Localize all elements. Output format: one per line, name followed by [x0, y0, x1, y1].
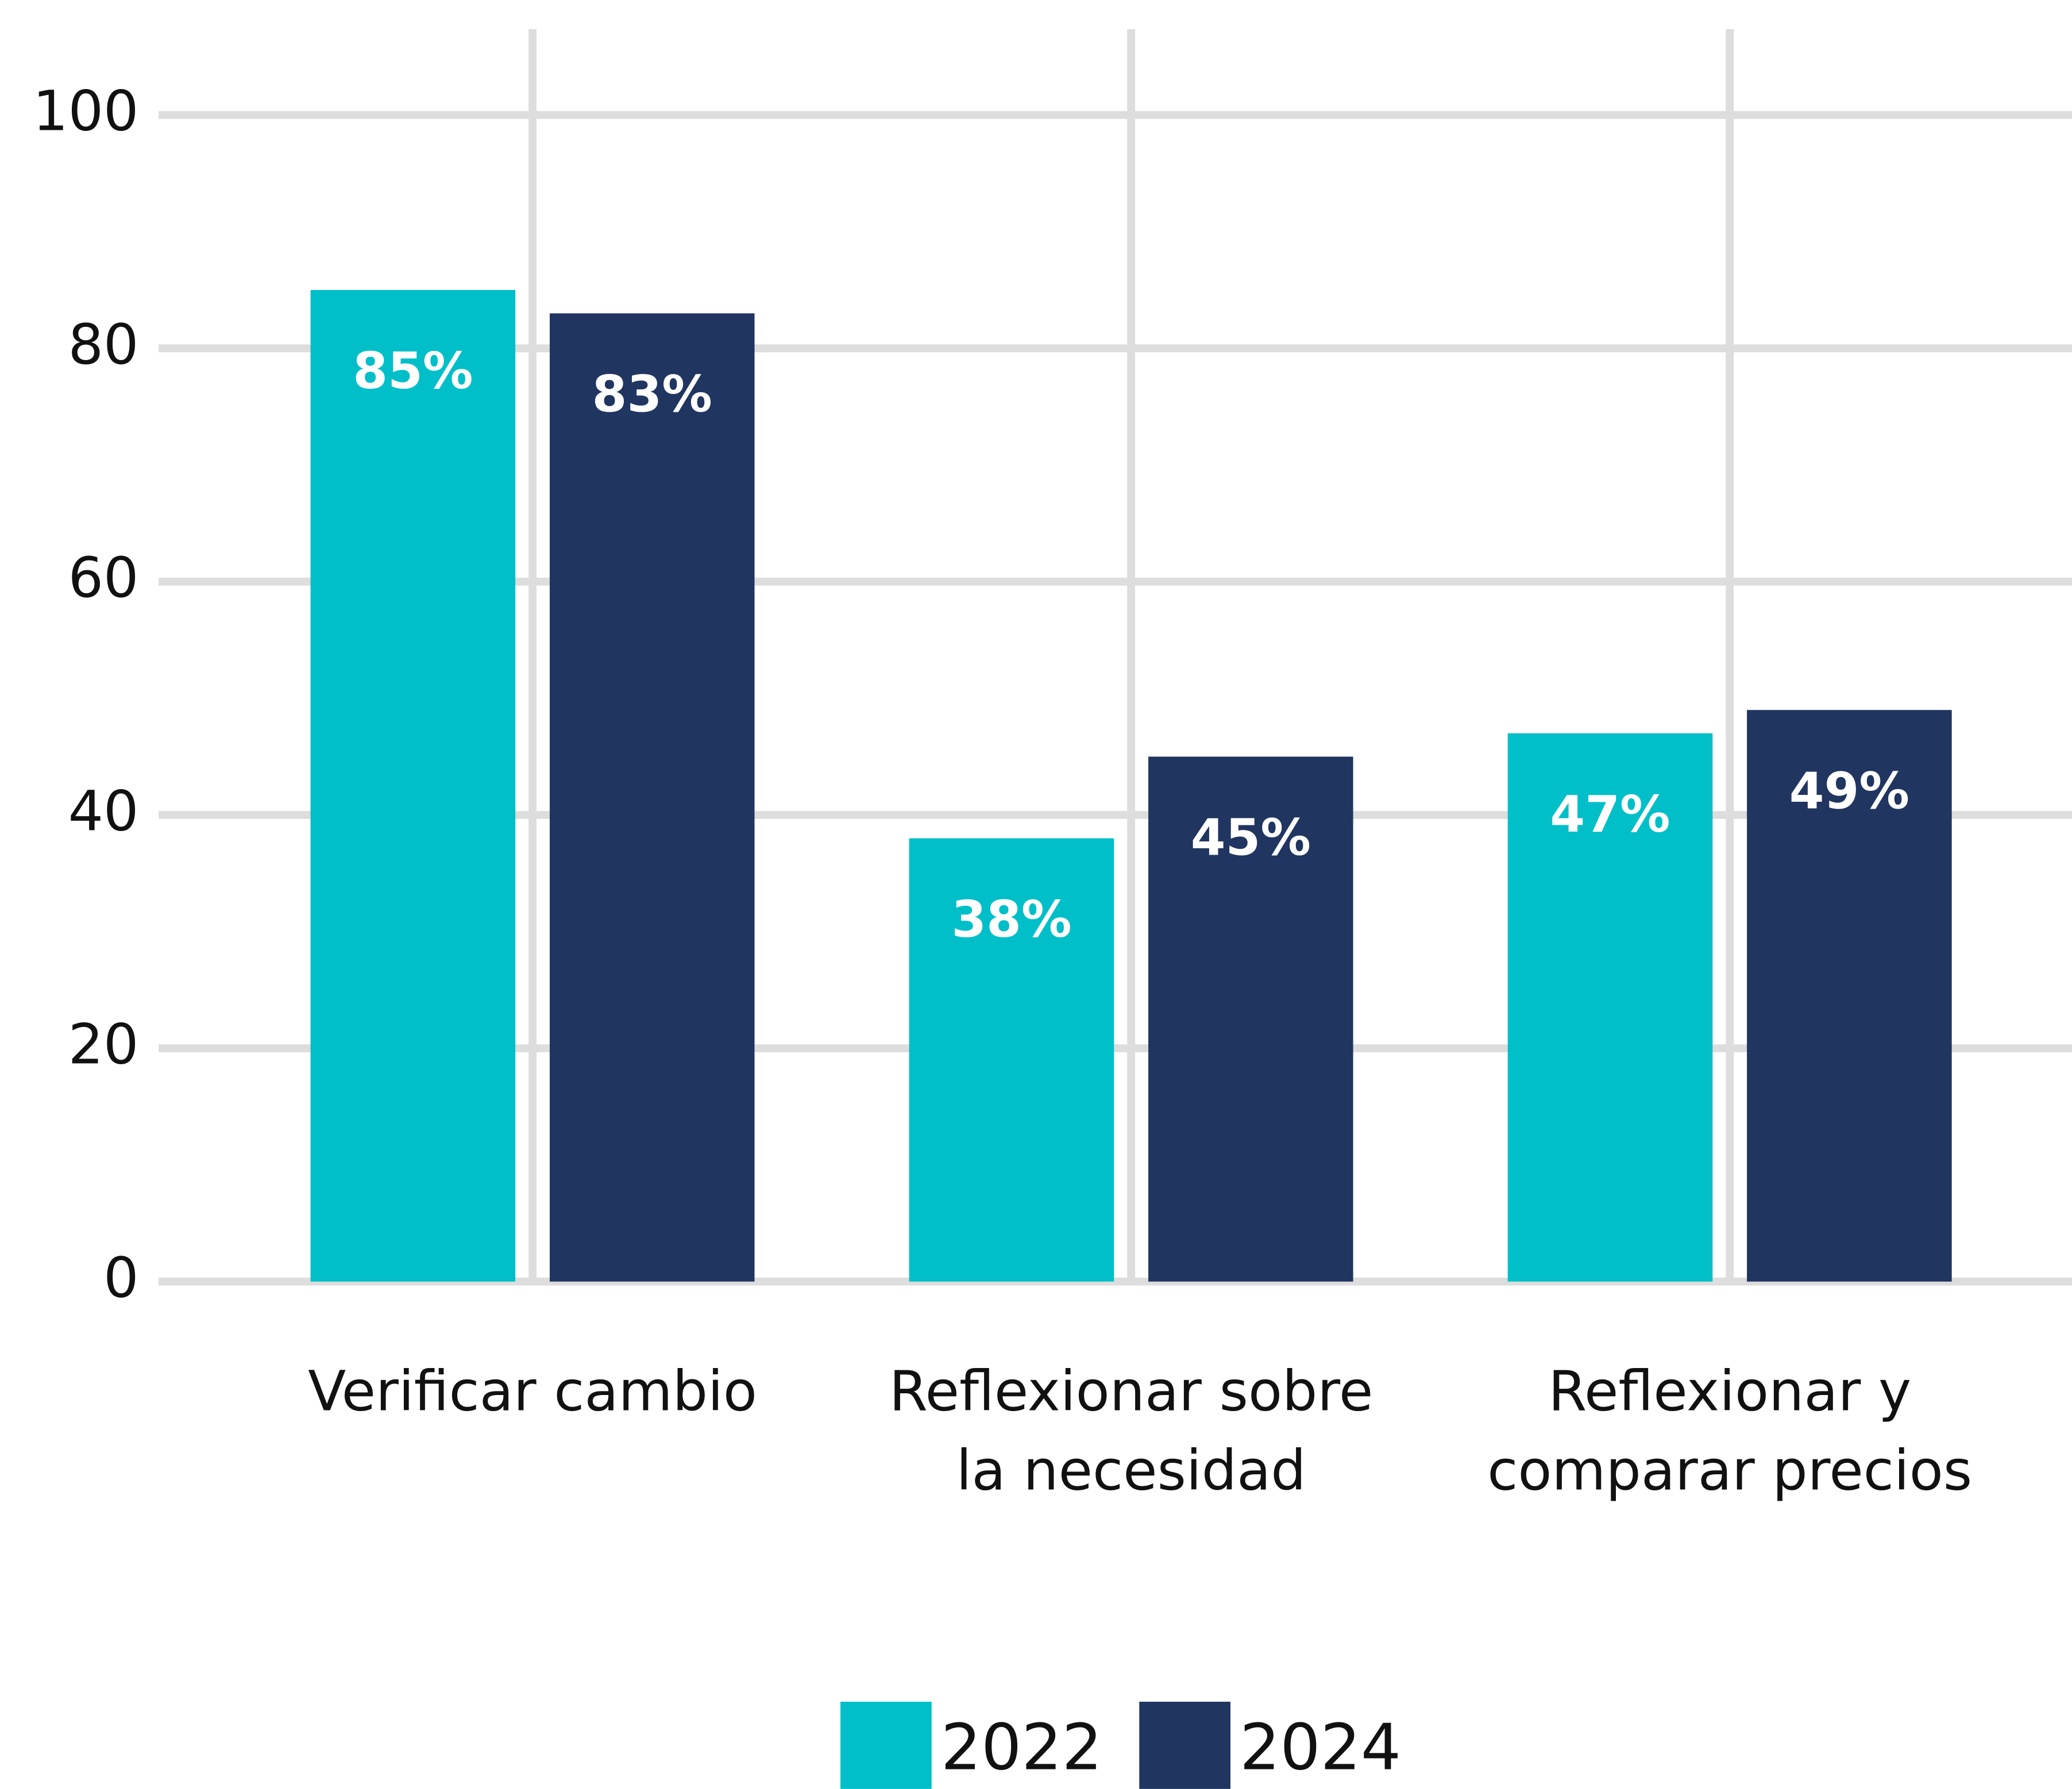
value-label: 83% — [592, 365, 712, 424]
y-tick-label: 20 — [68, 1012, 139, 1077]
x-tick-label: Verificar cambio — [308, 1359, 757, 1424]
value-label: 38% — [951, 890, 1071, 949]
legend-label: 2022 — [941, 1711, 1102, 1785]
bar — [1507, 733, 1713, 1282]
x-tick-label: la necesidad — [956, 1438, 1306, 1503]
y-tick-label: 80 — [68, 312, 139, 377]
x-tick-label: Reflexionar y — [1548, 1359, 1911, 1424]
value-label: 45% — [1191, 809, 1311, 867]
bar — [310, 289, 516, 1282]
bar — [909, 838, 1114, 1282]
legend-label: 2024 — [1240, 1711, 1401, 1785]
bar — [549, 313, 755, 1282]
y-tick-label: 60 — [68, 545, 139, 610]
y-tick-label: 0 — [103, 1245, 138, 1310]
legend-swatch — [1139, 1702, 1230, 1789]
x-tick-label: comparar precios — [1487, 1438, 1972, 1503]
x-tick-label: Reflexionar sobre — [889, 1359, 1373, 1424]
bar — [1148, 756, 1353, 1282]
value-label: 47% — [1550, 785, 1670, 844]
value-label: 49% — [1789, 762, 1909, 820]
legend-swatch — [840, 1702, 932, 1789]
bar — [1747, 710, 1952, 1282]
y-tick-label: 40 — [68, 778, 139, 843]
y-tick-label: 100 — [33, 79, 138, 144]
value-label: 85% — [353, 342, 473, 400]
